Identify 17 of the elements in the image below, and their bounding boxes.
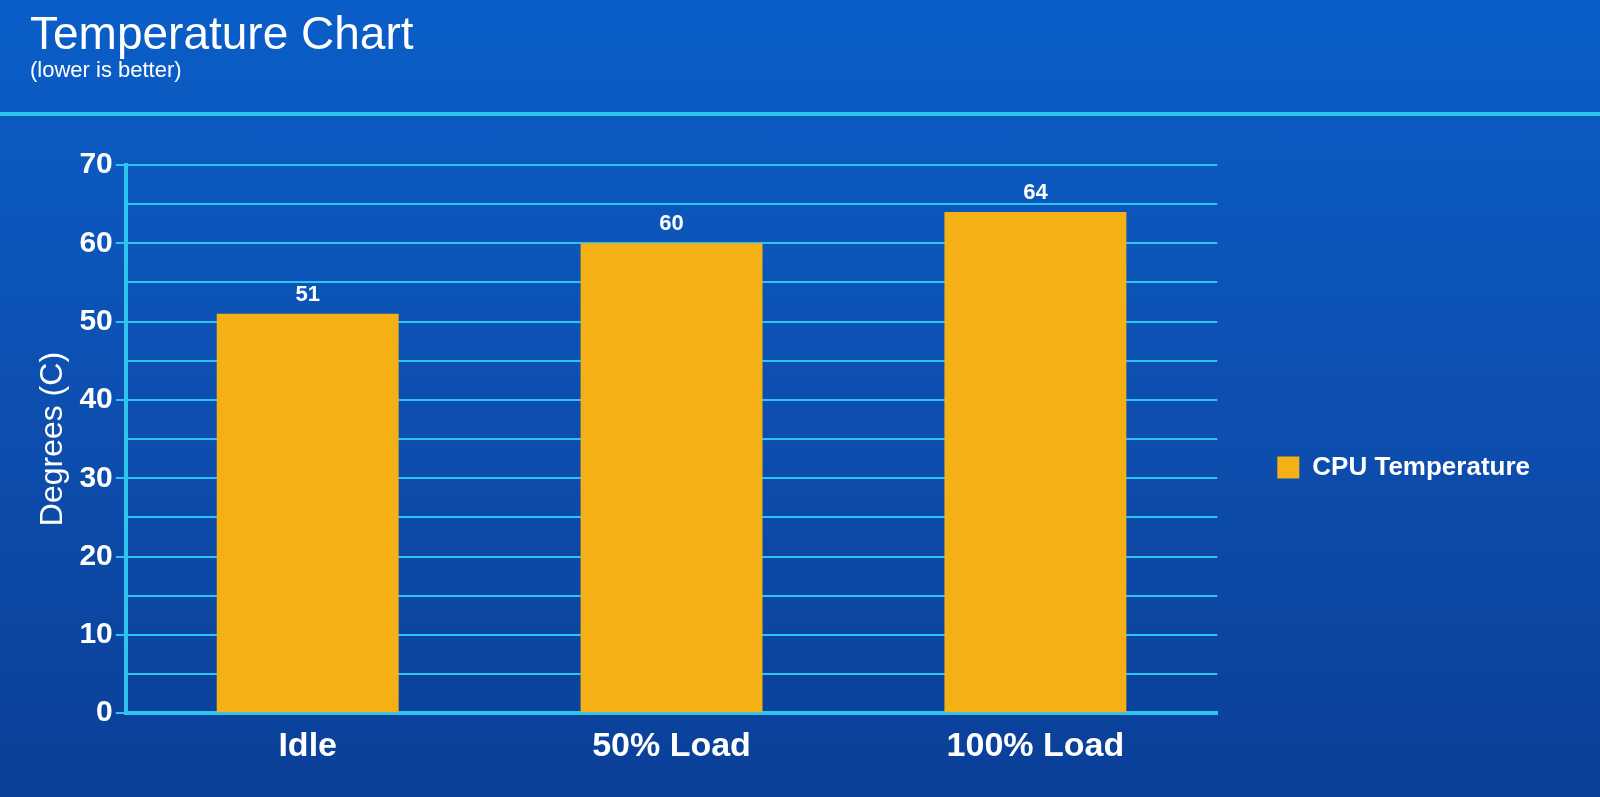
chart-title: Temperature Chart bbox=[30, 7, 414, 59]
data-label: 64 bbox=[1023, 179, 1049, 205]
y-axis-title: Degrees (C) bbox=[33, 351, 70, 527]
legend-label: CPU Temperature bbox=[1312, 450, 1530, 481]
y-tick-label: 60 bbox=[79, 224, 113, 258]
y-tick-label: 10 bbox=[79, 616, 113, 650]
x-tick-label: Idle bbox=[278, 724, 337, 763]
y-tick-label: 0 bbox=[96, 694, 113, 728]
y-tick-label: 70 bbox=[79, 146, 113, 180]
x-tick-label: 100% Load bbox=[946, 724, 1125, 763]
y-tick-label: 20 bbox=[79, 537, 113, 571]
y-tick-label: 50 bbox=[79, 302, 113, 336]
data-label: 60 bbox=[659, 210, 684, 236]
x-tick-label: 50% Load bbox=[592, 724, 751, 763]
y-tick-label: 40 bbox=[79, 381, 113, 415]
y-tick-label: 30 bbox=[79, 459, 113, 493]
data-label: 51 bbox=[295, 280, 320, 306]
